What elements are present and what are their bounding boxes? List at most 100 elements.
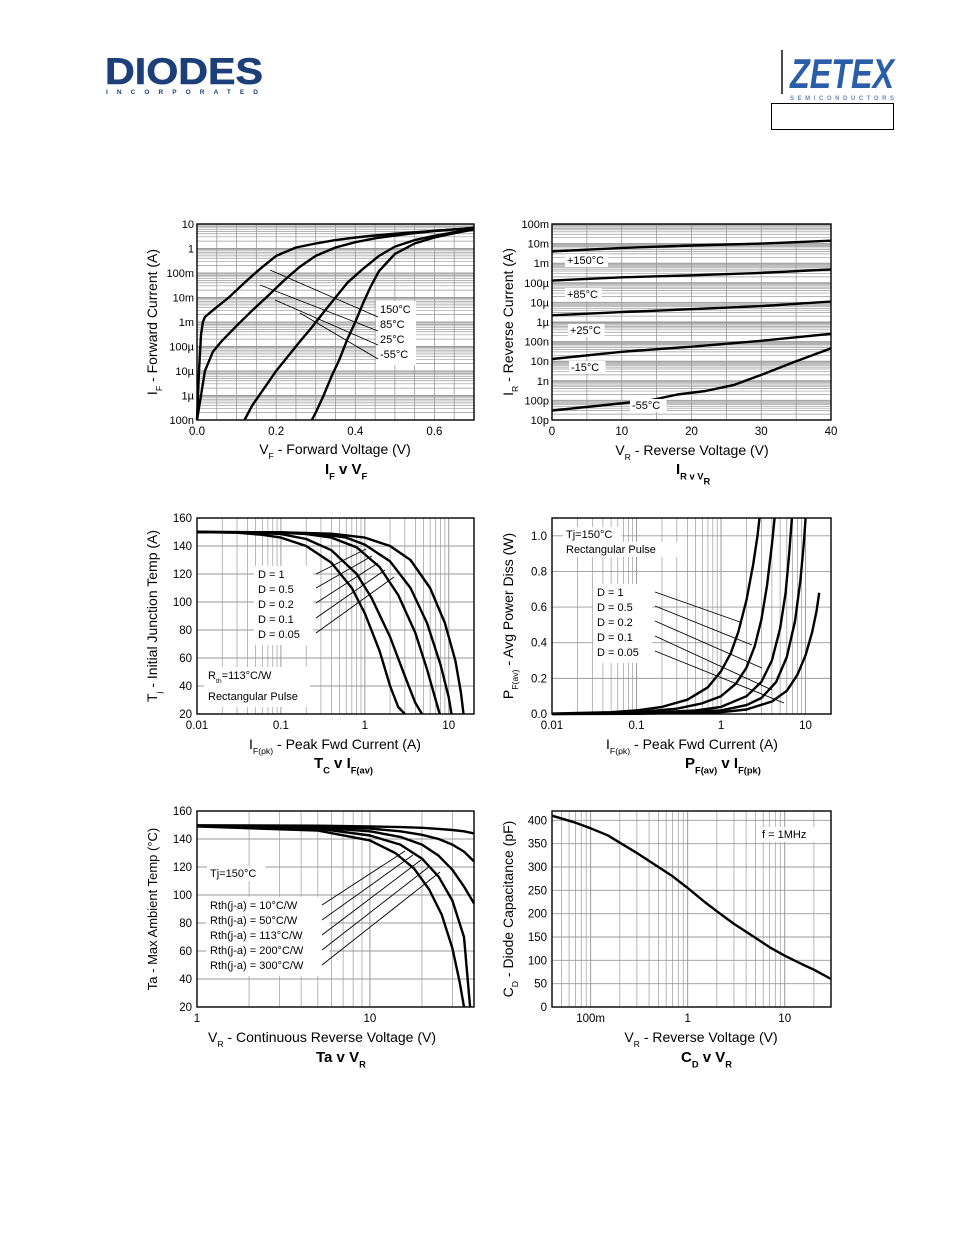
chart-ta-vr: 1 10 20 40 60 80 100 120 140 160 VR - Continuous R… [145, 806, 476, 1069]
plot-frame [196, 223, 475, 421]
x-axis-title: IF(pk) - Peak Fwd Current (A) [249, 736, 421, 756]
series-label-bg [565, 288, 602, 301]
y-tick-label: 20 [179, 1002, 192, 1014]
y-tick-label: 150 [528, 932, 547, 944]
legend-leader-line [315, 569, 386, 619]
y-tick-label: 100m [521, 219, 549, 231]
series-line [196, 824, 472, 1008]
chart-caption: TC v IF(av) [314, 755, 373, 775]
series-label-bg [565, 254, 608, 267]
legend-leader-line [321, 865, 431, 951]
y-tick-label: 80 [179, 918, 192, 930]
legend-entry: D = 1 [258, 569, 285, 581]
y-tick-label: 100n [525, 337, 549, 349]
note-background [207, 866, 266, 881]
legend-entry: D = 0.05 [597, 647, 639, 659]
legend-entry: 150°C [380, 304, 411, 316]
legend-entry: D = 0.2 [258, 599, 294, 611]
series-group [551, 814, 832, 981]
plot-frame [196, 810, 475, 1008]
y-tick-label: 10µ [175, 366, 194, 378]
legend: D = 1 D = 0.5 D = 0.2 D = 0.1 D = 0.05 [254, 548, 395, 645]
y-tick-label: 100p [525, 395, 549, 407]
y-tick-label: 100µ [169, 342, 194, 354]
series-line [243, 227, 475, 421]
legend-entry: D = 1 [597, 587, 624, 599]
y-tick-label: 1.0 [531, 531, 547, 543]
y-tick-label: 10m [173, 293, 194, 305]
legend-leader-line [315, 576, 395, 634]
x-tick-label: 1 [718, 720, 724, 732]
y-axis-title-group: IR - Reverse Current (A) [500, 248, 520, 396]
note-text: Tj=150°C [210, 868, 256, 880]
y-axis-title: PF(av) - Avg Power Diss (W) [500, 533, 520, 699]
series-label-bg [568, 324, 605, 337]
legend-leader-line [315, 548, 367, 575]
series-label: +150°C [567, 255, 604, 267]
series-line [551, 814, 832, 981]
note-background [563, 542, 679, 557]
x-tick-label: 0.6 [426, 426, 442, 438]
y-tick-label: 10µ [530, 297, 549, 309]
legend-background [254, 566, 314, 645]
note-background [759, 827, 818, 842]
legend-leader-line [321, 871, 441, 966]
y-tick-label: 300 [528, 862, 547, 874]
chart-caption: CD v VR [681, 1049, 732, 1069]
y-tick-label: 0.4 [531, 638, 548, 650]
plot-frame [551, 517, 832, 715]
series-group [196, 530, 465, 715]
x-tick-label: 10 [442, 720, 455, 732]
legend-entry: D = 0.1 [597, 632, 633, 644]
x-tick-label: 0.0 [189, 426, 205, 438]
y-tick-label: 0.2 [531, 673, 547, 685]
x-axis-title: IF(pk) - Peak Fwd Current (A) [606, 736, 778, 756]
y-tick-label: 80 [179, 625, 192, 637]
legend-leader-line [299, 312, 379, 360]
y-tick-label: 100 [173, 890, 192, 902]
y-tick-label: 100 [528, 955, 547, 967]
x-tick-label: 0.4 [347, 426, 364, 438]
legend-leader-line [274, 299, 379, 346]
legend: 150°C 85°C 25°C -55°C [259, 269, 416, 365]
x-axis-title: VF - Forward Voltage (V) [259, 441, 411, 461]
legend: Rth(j-a) = 10°C/W Rth(j-a) = 50°C/W Rth(j-… [206, 850, 441, 976]
y-tick-label: 10 [182, 219, 194, 231]
y-tick-label: 0 [541, 1002, 547, 1014]
legend-leader-line [321, 859, 422, 936]
y-axis-title-group: IF - Forward Current (A) [144, 249, 164, 395]
y-axis-title-group: Tj - Initial Junction Temp (A) [144, 530, 164, 702]
y-axis-title-group: Ta - Max Ambient Temp (°C) [145, 828, 160, 990]
y-tick-label: 160 [173, 513, 192, 525]
gridlines [196, 224, 475, 421]
y-tick-label: 100 [173, 597, 192, 609]
legend-background [206, 897, 330, 976]
x-axis-title: VR - Reverse Voltage (V) [624, 1029, 777, 1049]
diodes-logo-text: DIODES [105, 54, 263, 92]
note-background [563, 527, 622, 542]
series-label: -55°C [632, 400, 660, 412]
legend-entry: 25°C [380, 334, 405, 346]
y-tick-label: 1µ [182, 391, 195, 403]
series-line [195, 226, 475, 421]
legend-leader-line [269, 269, 379, 318]
series-group [196, 824, 476, 1008]
series-label-bg [569, 361, 606, 374]
series-line [551, 268, 832, 282]
y-axis-title: Ta - Max Ambient Temp (°C) [145, 828, 160, 990]
x-tick-label: 0.01 [541, 720, 563, 732]
series-label: +85°C [567, 289, 598, 301]
y-tick-label: 1n [537, 376, 549, 388]
y-tick-label: 200 [528, 909, 547, 921]
y-tick-label: 10n [531, 356, 549, 368]
part-number-box [771, 103, 894, 130]
legend-leader-line [654, 635, 773, 691]
y-tick-label: 250 [528, 885, 547, 897]
y-tick-label: 100m [166, 268, 194, 280]
series-line [551, 332, 832, 361]
y-tick-label: 1m [179, 317, 194, 329]
x-tick-label: 10 [799, 720, 812, 732]
x-tick-label: 100m [576, 1013, 605, 1025]
